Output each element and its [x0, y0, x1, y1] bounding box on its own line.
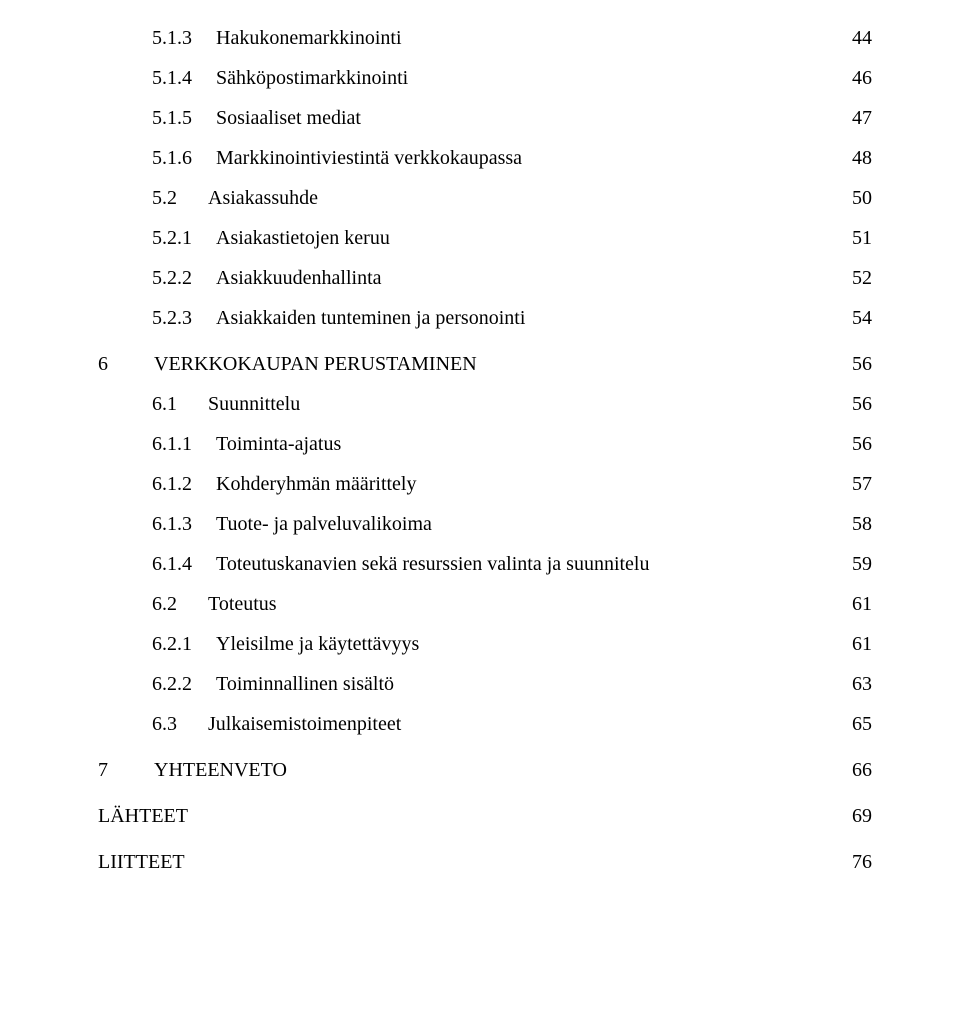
toc-page: 52 [832, 268, 872, 288]
toc-label: Julkaisemistoimenpiteet [208, 714, 401, 734]
toc-number: 6 [98, 354, 154, 374]
table-of-contents: 5.1.3 Hakukonemarkkinointi 44 5.1.4 Sähk… [98, 28, 872, 892]
toc-row: 5.1.5 Sosiaaliset mediat 47 [98, 108, 872, 128]
toc-number: 6.1 [152, 394, 208, 414]
toc-page: 59 [832, 554, 872, 574]
toc-label: Markkinointiviestintä verkkokaupassa [216, 148, 522, 168]
toc-row: 6.2 Toteutus 61 [98, 594, 872, 614]
toc-page: 65 [832, 714, 872, 734]
toc-row: 5.2.3 Asiakkaiden tunteminen ja personoi… [98, 308, 872, 328]
toc-page: 50 [832, 188, 872, 208]
toc-row: 6.2.2 Toiminnallinen sisältö 63 [98, 674, 872, 694]
toc-label: Tuote- ja palveluvalikoima [216, 514, 432, 534]
toc-page: 44 [832, 28, 872, 48]
toc-number: 5.2 [152, 188, 208, 208]
toc-page: 61 [832, 634, 872, 654]
toc-number: 5.2.3 [152, 308, 216, 328]
toc-label: Sosiaaliset mediat [216, 108, 361, 128]
toc-row: 6.1.4 Toteutuskanavien sekä resurssien v… [98, 554, 872, 574]
toc-page: 51 [832, 228, 872, 248]
toc-number: 6.3 [152, 714, 208, 734]
toc-label: LIITTEET [98, 852, 185, 872]
toc-page: 56 [832, 434, 872, 454]
toc-page: 69 [832, 806, 872, 826]
toc-row: 5.2.2 Asiakkuudenhallinta 52 [98, 268, 872, 288]
toc-number: 5.1.4 [152, 68, 216, 88]
toc-page: 63 [832, 674, 872, 694]
toc-number: 6.2 [152, 594, 208, 614]
toc-row: LIITTEET 76 [98, 852, 872, 872]
toc-page: 56 [832, 394, 872, 414]
toc-label: Toiminta-ajatus [216, 434, 341, 454]
toc-page: 46 [832, 68, 872, 88]
toc-row: 6.2.1 Yleisilme ja käytettävyys 61 [98, 634, 872, 654]
toc-number: 6.1.4 [152, 554, 216, 574]
toc-page: 58 [832, 514, 872, 534]
toc-row: 5.2 Asiakassuhde 50 [98, 188, 872, 208]
toc-number: 5.1.5 [152, 108, 216, 128]
toc-label: Yleisilme ja käytettävyys [216, 634, 419, 654]
toc-row: 5.1.6 Markkinointiviestintä verkkokaupas… [98, 148, 872, 168]
toc-row: 5.2.1 Asiakastietojen keruu 51 [98, 228, 872, 248]
toc-row: LÄHTEET 69 [98, 806, 872, 826]
toc-label: YHTEENVETO [154, 760, 287, 780]
toc-number: 5.1.6 [152, 148, 216, 168]
toc-row: 6.1.2 Kohderyhmän määrittely 57 [98, 474, 872, 494]
toc-label: Toteutuskanavien sekä resurssien valinta… [216, 554, 650, 574]
toc-row: 5.1.3 Hakukonemarkkinointi 44 [98, 28, 872, 48]
toc-label: Sähköpostimarkkinointi [216, 68, 408, 88]
toc-number: 5.1.3 [152, 28, 216, 48]
toc-page: 66 [832, 760, 872, 780]
toc-page: 54 [832, 308, 872, 328]
toc-page: 47 [832, 108, 872, 128]
toc-page: 48 [832, 148, 872, 168]
toc-page: 57 [832, 474, 872, 494]
toc-number: 6.2.2 [152, 674, 216, 694]
toc-label: LÄHTEET [98, 806, 188, 826]
toc-number: 6.2.1 [152, 634, 216, 654]
toc-page: 61 [832, 594, 872, 614]
toc-label: Suunnittelu [208, 394, 300, 414]
toc-page: 76 [832, 852, 872, 872]
toc-label: VERKKOKAUPAN PERUSTAMINEN [154, 354, 477, 374]
toc-label: Asiakkaiden tunteminen ja personointi [216, 308, 525, 328]
toc-row: 6.3 Julkaisemistoimenpiteet 65 [98, 714, 872, 734]
toc-label: Toiminnallinen sisältö [216, 674, 394, 694]
toc-number: 5.2.1 [152, 228, 216, 248]
toc-row: 6 VERKKOKAUPAN PERUSTAMINEN 56 [98, 354, 872, 374]
toc-label: Hakukonemarkkinointi [216, 28, 402, 48]
toc-row: 6.1.1 Toiminta-ajatus 56 [98, 434, 872, 454]
toc-label: Asiakassuhde [208, 188, 318, 208]
toc-row: 6.1.3 Tuote- ja palveluvalikoima 58 [98, 514, 872, 534]
toc-row: 5.1.4 Sähköpostimarkkinointi 46 [98, 68, 872, 88]
toc-number: 6.1.1 [152, 434, 216, 454]
toc-number: 5.2.2 [152, 268, 216, 288]
toc-label: Asiakastietojen keruu [216, 228, 390, 248]
toc-label: Toteutus [208, 594, 277, 614]
toc-number: 6.1.2 [152, 474, 216, 494]
toc-row: 7 YHTEENVETO 66 [98, 760, 872, 780]
toc-label: Asiakkuudenhallinta [216, 268, 382, 288]
toc-page: 56 [832, 354, 872, 374]
toc-number: 6.1.3 [152, 514, 216, 534]
toc-label: Kohderyhmän määrittely [216, 474, 417, 494]
toc-row: 6.1 Suunnittelu 56 [98, 394, 872, 414]
toc-number: 7 [98, 760, 154, 780]
